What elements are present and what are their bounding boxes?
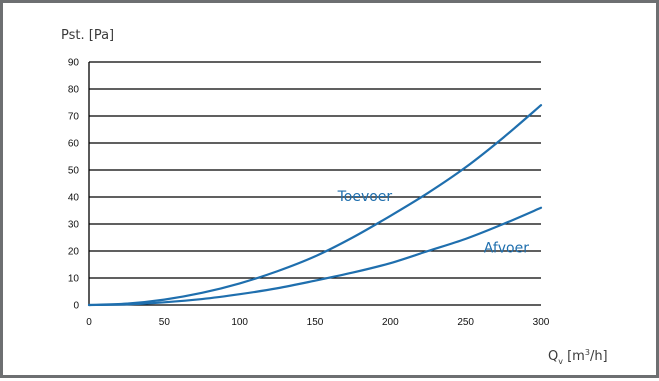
series-labels: Toevoer Afvoer: [337, 189, 530, 256]
series-line-afvoer: [87, 206, 543, 307]
y-tick-label-30: 30: [68, 220, 80, 231]
x-tick-label-0: 0: [86, 317, 92, 328]
x-axis-title: Qv [m3/h]: [548, 348, 608, 366]
axes: [88, 62, 541, 306]
line-chart: 0 10 20 30 40 50 60 70 80 90 0 50 100 150 200 250 300 To…: [61, 28, 608, 366]
x-axis-title-subscript: v: [558, 357, 563, 366]
y-tick-label-0: 0: [73, 301, 79, 312]
y-tick-label-40: 40: [68, 193, 80, 204]
y-tick-label-10: 10: [68, 274, 80, 285]
x-tick-label-250: 250: [457, 317, 474, 328]
x-tick-label-50: 50: [159, 317, 171, 328]
x-axis-title-unit-start: [m: [563, 349, 585, 364]
x-tick-label-150: 150: [307, 317, 324, 328]
x-axis-title-superscript: 3: [585, 348, 590, 357]
series-label-toevoer: Toevoer: [337, 189, 393, 205]
x-tick-label-100: 100: [231, 317, 248, 328]
x-tick-label-300: 300: [533, 317, 550, 328]
tick-labels: 0 10 20 30 40 50 60 70 80 90 0 50 100 150 200 250 300: [68, 58, 550, 329]
y-tick-label-20: 20: [68, 247, 80, 258]
y-tick-label-80: 80: [68, 85, 80, 96]
y-tick-label-70: 70: [68, 112, 80, 123]
y-tick-label-90: 90: [68, 58, 80, 69]
series-label-afvoer: Afvoer: [484, 240, 529, 256]
x-axis-title-unit-end: /h]: [590, 349, 608, 364]
y-tick-label-60: 60: [68, 139, 80, 150]
y-tick-label-50: 50: [68, 166, 80, 177]
x-axis-title-main: Q: [548, 349, 558, 364]
x-tick-label-200: 200: [382, 317, 399, 328]
gridlines: [89, 61, 541, 279]
series-lines: [87, 104, 543, 307]
series-line-toevoer: [87, 104, 543, 307]
y-axis-title: Pst. [Pa]: [61, 28, 114, 43]
